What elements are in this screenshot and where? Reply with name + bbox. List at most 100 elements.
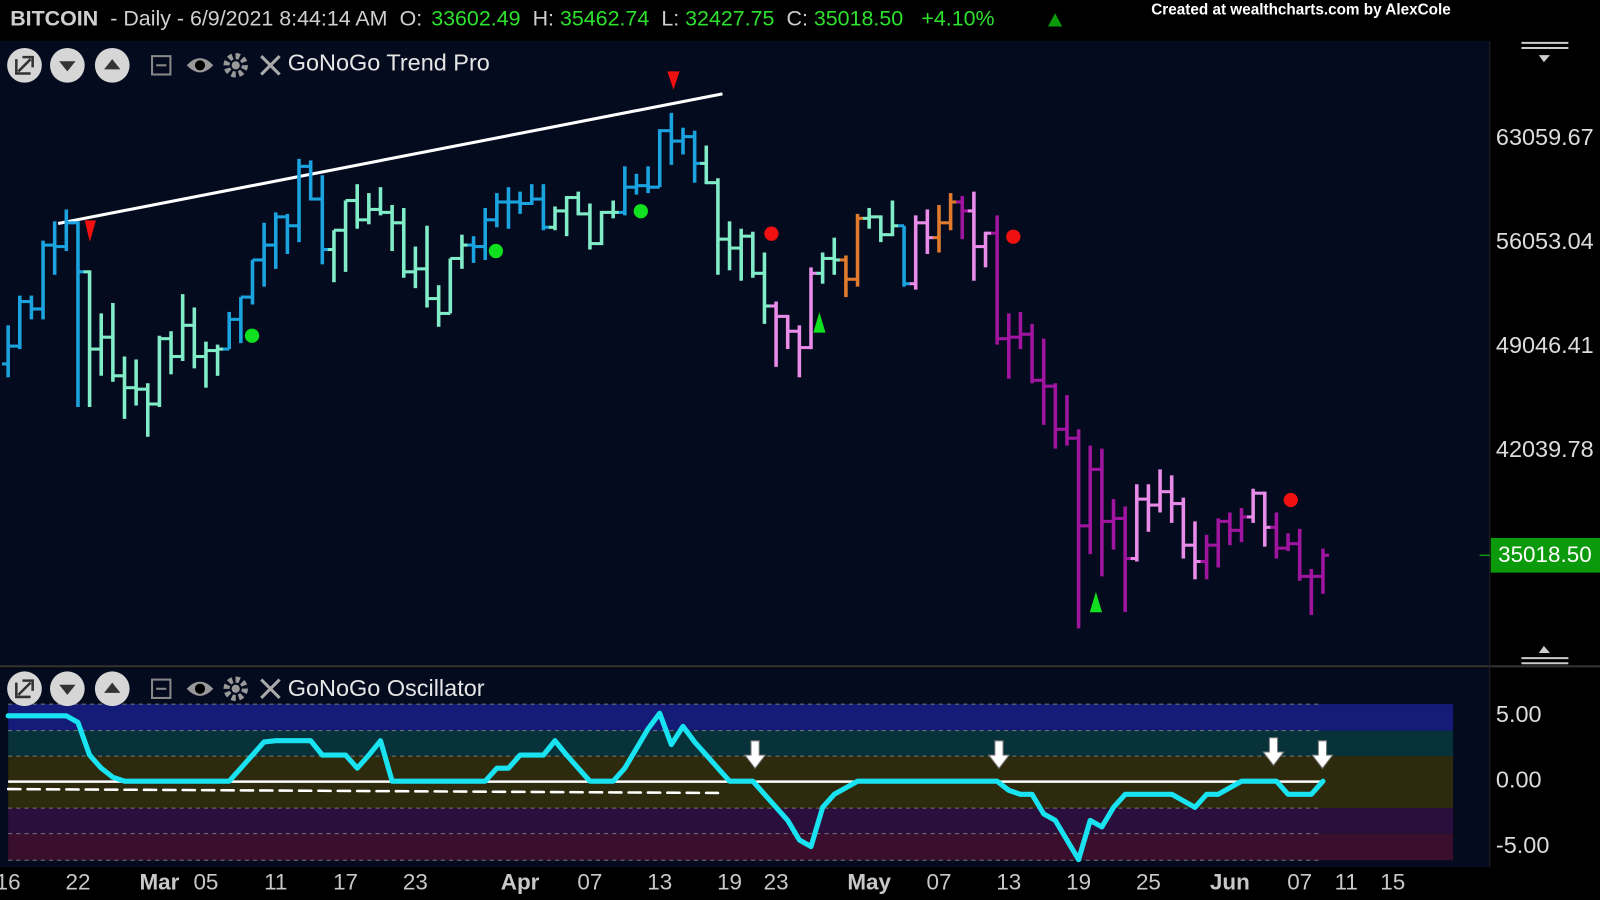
ohlc-bar bbox=[769, 301, 783, 367]
ohlc-bar bbox=[851, 213, 864, 287]
oscillator-arrows bbox=[743, 737, 1334, 770]
quote-label: L: bbox=[661, 6, 679, 30]
ohlc-bar bbox=[176, 294, 189, 361]
ohlc-bar bbox=[595, 210, 608, 246]
quote-label: C: bbox=[787, 6, 808, 30]
x-tick-label: 13 bbox=[996, 870, 1021, 895]
ohlc-bar bbox=[1153, 469, 1167, 513]
price-panel bbox=[0, 40, 1490, 666]
y-tick-label: -5.00 bbox=[1496, 832, 1549, 858]
ohlc-bar bbox=[246, 258, 259, 305]
ohlc-bar bbox=[1095, 448, 1109, 577]
ohlc-bar bbox=[1060, 395, 1074, 446]
signal-dot bbox=[633, 204, 648, 219]
ohlc-bar bbox=[1037, 338, 1050, 425]
ohlc-bar bbox=[525, 184, 538, 206]
ohlc-bar bbox=[409, 246, 422, 289]
price-label: 35018.50 bbox=[1498, 542, 1592, 567]
ohlc-bar bbox=[1165, 475, 1178, 523]
ohlc-bar bbox=[758, 252, 771, 324]
x-tick-label: 07 bbox=[577, 870, 602, 895]
ohlc-bar bbox=[560, 196, 573, 237]
axis-menu[interactable] bbox=[1521, 41, 1569, 665]
ohlc-bar bbox=[804, 267, 818, 350]
ohlc-bar bbox=[141, 383, 154, 437]
ohlc-bar bbox=[711, 178, 725, 275]
ohlc-bar bbox=[688, 130, 701, 183]
ohlc-bar bbox=[316, 175, 329, 265]
price-label-box bbox=[1490, 537, 1600, 573]
ohlc-bar bbox=[700, 145, 713, 185]
ohlc-bar bbox=[36, 240, 50, 320]
ohlc-bar bbox=[1281, 533, 1295, 552]
arrow bbox=[987, 740, 1011, 770]
description: - Daily - 6/9/2021 8:44:14 AM bbox=[110, 6, 387, 30]
ohlc-bar bbox=[816, 252, 829, 284]
ohlc-bar bbox=[991, 215, 1004, 345]
quote-value: 35462.74 bbox=[560, 6, 649, 30]
ohlc-bar bbox=[1014, 311, 1027, 350]
ohlc-bar bbox=[327, 228, 341, 283]
ohlc-bar bbox=[281, 213, 294, 254]
band bbox=[8, 808, 1454, 834]
y-tick-label: 42039.78 bbox=[1496, 436, 1594, 462]
ohlc-bar bbox=[1142, 484, 1155, 532]
ohlc-bar bbox=[641, 166, 655, 194]
signal-dot bbox=[1006, 229, 1021, 244]
ohlc-bar bbox=[1072, 429, 1085, 629]
y-tick-label: 0.00 bbox=[1496, 766, 1542, 792]
ohlc-bar bbox=[1049, 383, 1062, 449]
ohlc-bar bbox=[874, 215, 887, 243]
oscillator-line bbox=[5, 710, 1326, 863]
ohlc-bar bbox=[746, 231, 759, 278]
ohlc-bar bbox=[781, 314, 794, 350]
ohlc-bar bbox=[665, 112, 678, 165]
ohlc-bar bbox=[1188, 521, 1202, 580]
ohlc-bar bbox=[572, 191, 585, 216]
signals bbox=[84, 71, 1298, 613]
ohlc-bar bbox=[944, 193, 957, 231]
ohlc-bar bbox=[95, 313, 108, 376]
ohlc-bar bbox=[828, 237, 841, 275]
x-tick-label: 11 bbox=[1335, 870, 1358, 895]
ohlc-bar bbox=[223, 311, 236, 351]
ohlc-bar bbox=[1025, 323, 1039, 384]
ohlc-bar bbox=[25, 295, 38, 320]
ohlc-bar bbox=[537, 184, 550, 231]
x-tick-label: Mar bbox=[139, 870, 179, 895]
ohlc-bar bbox=[583, 203, 597, 250]
x-tick-label: May bbox=[847, 870, 891, 895]
ohlc-bar bbox=[1258, 491, 1271, 547]
credit: Created at wealthcharts.com by AlexCole bbox=[1151, 1, 1451, 18]
ohlc-bar bbox=[1212, 518, 1225, 568]
ohlc-bar bbox=[735, 228, 748, 281]
symbol: BITCOIN bbox=[10, 6, 98, 30]
ohlc-bar bbox=[1247, 488, 1260, 523]
ohlc-bar bbox=[258, 222, 271, 287]
x-tick-label: 25 bbox=[1136, 870, 1161, 895]
arrow bbox=[1262, 737, 1285, 767]
signal-dot bbox=[244, 328, 260, 343]
ohlc-bar bbox=[1130, 484, 1143, 562]
signal-dot bbox=[488, 243, 504, 259]
signal-up bbox=[1089, 591, 1103, 613]
band bbox=[8, 833, 1454, 861]
marks: 63059.67 56053.04 49046.41 42039.78 35018.50… bbox=[0, 112, 1600, 895]
ohlc-bar bbox=[304, 160, 317, 201]
ohlc-bar bbox=[83, 270, 96, 408]
ohlc-bar bbox=[956, 196, 969, 240]
ohlc-bar bbox=[130, 359, 143, 406]
trend-line bbox=[57, 92, 723, 225]
x-tick-label: 13 bbox=[647, 870, 672, 895]
band bbox=[8, 730, 1454, 757]
x-tick-label: 19 bbox=[1066, 870, 1091, 895]
quote-value: 33602.49 bbox=[431, 6, 520, 30]
ohlc-bar bbox=[897, 224, 911, 287]
signal-dot bbox=[1283, 492, 1298, 508]
ohlc-bar bbox=[60, 209, 73, 252]
x-tick-label: 07 bbox=[1287, 870, 1312, 895]
ohlc-bar bbox=[118, 356, 131, 419]
ohlc-bar bbox=[502, 187, 515, 229]
x-tick-label: 05 bbox=[193, 870, 218, 895]
